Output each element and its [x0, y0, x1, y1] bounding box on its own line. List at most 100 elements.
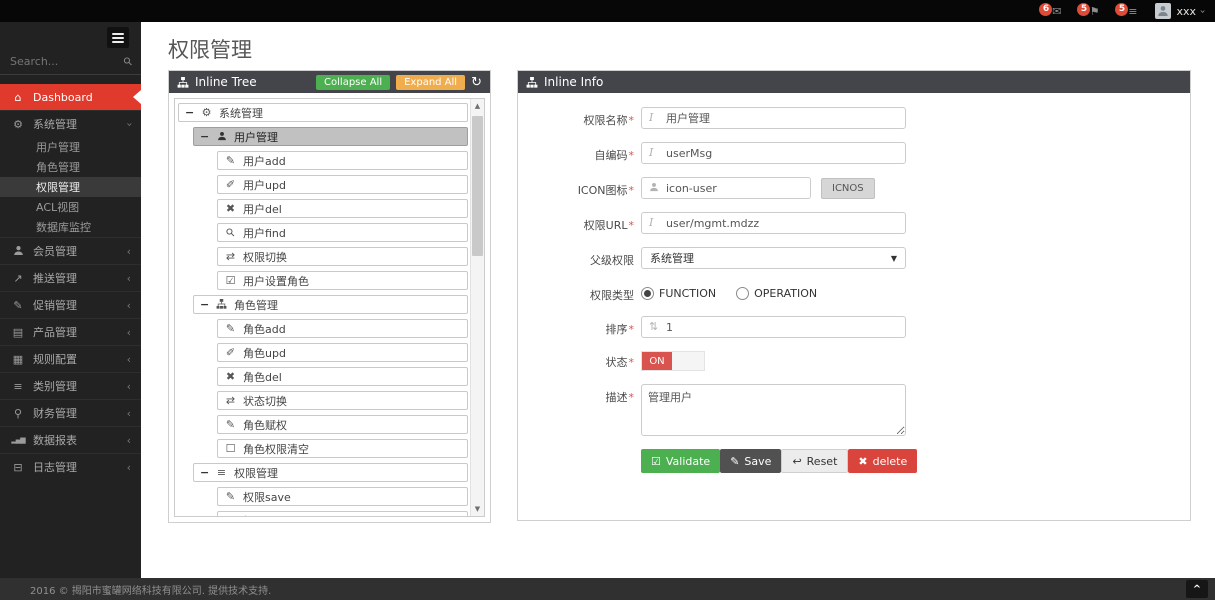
sidebar-item-dashboard[interactable]: ⌂ Dashboard — [0, 84, 141, 110]
sidebar-item-role-mgmt[interactable]: 角色管理 — [36, 161, 80, 174]
order-input[interactable] — [641, 316, 906, 338]
sidebar-item-user-mgmt[interactable]: 用户管理 — [36, 141, 80, 154]
top-navbar: ✉ 6 ⚑ 5 ≡ 5 xxx ‹ — [0, 0, 1215, 22]
icnos-button[interactable]: ICNOS — [821, 177, 875, 199]
sidebar-item-category[interactable]: ≡ 类别管理 ‹ — [0, 372, 141, 399]
reply-icon: ↩ — [792, 454, 802, 468]
sidebar-item-reports[interactable]: ▂▄▆ 数据报表 ‹ — [0, 426, 141, 453]
sidebar-item-db-monitor[interactable]: 数据库监控 — [36, 221, 91, 234]
collapse-minus-icon[interactable] — [200, 131, 209, 142]
tree-node-group[interactable]: ≡ 权限管理 — [193, 463, 468, 482]
tree-node[interactable]: ✐ 角色upd — [217, 343, 468, 362]
validate-button[interactable]: ☑ Validate — [641, 449, 721, 473]
tree-scrollbar[interactable]: ▲ ▼ — [470, 99, 484, 516]
tree-node[interactable]: ✖ 角色del — [217, 367, 468, 386]
parent-select[interactable]: 系统管理 ▼ — [641, 247, 906, 269]
code-label: 自编码* — [594, 149, 635, 162]
collapse-minus-icon[interactable] — [200, 467, 209, 478]
sidebar-item-product[interactable]: ▤ 产品管理 ‹ — [0, 318, 141, 345]
copyright-text: 2016 © 揭阳市蜜罐网络科技有限公司. 提供技术支持. — [30, 585, 272, 597]
tree-node[interactable]: ✐ 用户upd — [217, 175, 468, 194]
radio-operation[interactable]: OPERATION — [736, 287, 817, 300]
save-button[interactable]: ✎ Save — [720, 449, 782, 473]
search-input[interactable] — [8, 54, 117, 69]
share-icon: ↗ — [13, 271, 23, 285]
order-label: 排序* — [605, 323, 635, 336]
tree-node[interactable]: ☑ 用户设置角色 — [217, 271, 468, 290]
sidebar-item-finance[interactable]: ⚲ 财务管理 ‹ — [0, 399, 141, 426]
tree-node[interactable]: ⇄ 权限切换 — [217, 247, 468, 266]
tree-node[interactable]: ✖ 权限del — [217, 511, 468, 516]
scrollbar-thumb[interactable] — [472, 116, 483, 256]
scroll-up-icon[interactable]: ▲ — [474, 102, 481, 110]
desc-label: 描述* — [605, 391, 635, 404]
tree-node[interactable]: ✎ 角色add — [217, 319, 468, 338]
tree-node-group[interactable]: 角色管理 — [193, 295, 468, 314]
desc-textarea[interactable]: 管理用户 — [641, 384, 906, 436]
tree-node[interactable]: ✎ 用户add — [217, 151, 468, 170]
expand-all-button[interactable]: Expand All — [396, 74, 466, 90]
sidebar-item-logs[interactable]: ⊟ 日志管理 ‹ — [0, 453, 141, 480]
tree-node-group-selected[interactable]: 用户管理 — [193, 127, 468, 146]
tree-node[interactable]: ☐ 角色权限清空 — [217, 439, 468, 458]
chevron-left-icon: ‹ — [126, 406, 131, 420]
tree-node-group[interactable]: ⚙ 系统管理 — [178, 103, 468, 122]
search-icon[interactable]: ⚲ — [120, 54, 136, 69]
url-label: 权限URL* — [583, 219, 634, 232]
collapse-all-button[interactable]: Collapse All — [316, 74, 391, 90]
sidebar-item-push[interactable]: ↗ 推送管理 ‹ — [0, 264, 141, 291]
tree-node[interactable]: ⚲ 用户find — [217, 223, 468, 242]
refresh-icon[interactable]: ↻ — [471, 74, 482, 90]
tree-node[interactable]: ✎ 权限save — [217, 487, 468, 506]
pencil-icon: ✎ — [730, 454, 740, 468]
italic-icon: I — [649, 216, 654, 229]
sidebar-item-acl-view[interactable]: ACL视图 — [36, 201, 80, 214]
key-icon: ⚲ — [13, 406, 23, 420]
sitemap-icon — [177, 77, 189, 88]
chevron-left-icon: ‹ — [126, 460, 131, 474]
radio-function[interactable]: FUNCTION — [641, 287, 716, 300]
sidebar-item-system[interactable]: ⚙ 系统管理 ‹ — [0, 110, 141, 137]
code-input[interactable] — [641, 142, 906, 164]
delete-button[interactable]: ✖ delete — [848, 449, 918, 473]
user-icon — [215, 131, 228, 143]
icon-label: ICON图标* — [577, 184, 634, 197]
sidebar-item-member[interactable]: 会员管理 ‹ — [0, 237, 141, 264]
home-icon: ⌂ — [14, 90, 22, 104]
sidebar-toggle-button[interactable] — [107, 27, 129, 48]
sidebar: ⚲ ⌂ Dashboard ⚙ 系统管理 ‹ 用户管理 角色管理 权限管理 AC… — [0, 22, 141, 578]
sidebar-item-promo[interactable]: ✎ 促销管理 ‹ — [0, 291, 141, 318]
status-toggle[interactable]: ON — [641, 351, 705, 371]
messages-menu[interactable]: ✉ 6 — [1039, 2, 1062, 20]
sitemap-icon — [215, 299, 228, 311]
permission-form: 权限名称* I 自编码* I ICON图标* ICNOS — [518, 93, 1190, 520]
url-input[interactable] — [641, 212, 906, 234]
collapse-minus-icon[interactable] — [200, 299, 209, 310]
caret-down-icon: ▼ — [890, 253, 897, 263]
back-to-top-button[interactable]: ^ — [1186, 580, 1208, 598]
tasks-menu[interactable]: ≡ 5 — [1115, 2, 1137, 20]
name-input[interactable] — [641, 107, 906, 129]
italic-icon: I — [649, 146, 654, 159]
edit-icon: ✐ — [225, 346, 236, 359]
type-label: 权限类型 — [590, 289, 634, 302]
icon-input[interactable] — [641, 177, 811, 199]
tree-rows: ⚙ 系统管理 用户管理 ✎ 用户add ✐ 用户upd ✖ — [175, 99, 471, 516]
user-icon — [10, 245, 26, 258]
notifications-menu[interactable]: ⚑ 5 — [1077, 2, 1099, 20]
reset-button[interactable]: ↩ Reset — [781, 449, 849, 473]
sidebar-item-rules[interactable]: ▦ 规则配置 ‹ — [0, 345, 141, 372]
sidebar-item-perm-mgmt[interactable]: 权限管理 — [0, 177, 141, 197]
collapse-minus-icon[interactable] — [185, 107, 194, 118]
inline-tree-panel: Inline Tree Collapse All Expand All ↻ ⚙ … — [168, 70, 491, 523]
close-icon: ✖ — [225, 370, 236, 383]
scroll-down-icon[interactable]: ▼ — [474, 505, 481, 513]
notifications-badge: 5 — [1077, 3, 1091, 16]
tree-node[interactable]: ⇄ 状态切换 — [217, 391, 468, 410]
envelope-icon: ✉ — [1052, 5, 1062, 18]
user-menu[interactable]: xxx ‹ — [1155, 3, 1209, 19]
tree-node[interactable]: ✎ 角色赋权 — [217, 415, 468, 434]
tree-node[interactable]: ✖ 用户del — [217, 199, 468, 218]
search-icon: ⚲ — [223, 225, 238, 240]
close-icon: ✖ — [225, 202, 236, 215]
